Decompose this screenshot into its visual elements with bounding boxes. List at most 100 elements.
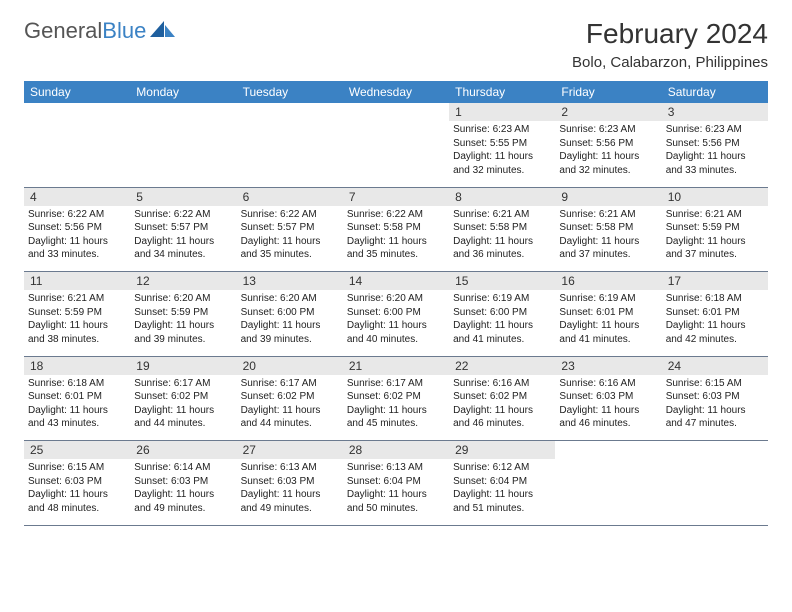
day-body-cell <box>237 121 343 187</box>
day-body-cell: Sunrise: 6:17 AMSunset: 6:02 PMDaylight:… <box>130 375 236 441</box>
day-body-cell <box>130 121 236 187</box>
week-body-row: Sunrise: 6:21 AMSunset: 5:59 PMDaylight:… <box>24 290 768 356</box>
day-body-cell: Sunrise: 6:15 AMSunset: 6:03 PMDaylight:… <box>662 375 768 441</box>
day-body-cell <box>343 121 449 187</box>
day-body-cell <box>662 459 768 525</box>
day-header: Monday <box>130 81 236 103</box>
brand-blue: Blue <box>102 18 146 43</box>
day-details: Sunrise: 6:14 AMSunset: 6:03 PMDaylight:… <box>130 459 236 519</box>
day-number-cell: 1 <box>449 103 555 121</box>
day-details: Sunrise: 6:22 AMSunset: 5:58 PMDaylight:… <box>343 206 449 266</box>
day-details <box>237 121 343 127</box>
day-body-cell: Sunrise: 6:21 AMSunset: 5:59 PMDaylight:… <box>24 290 130 356</box>
day-number: 29 <box>449 441 555 459</box>
day-header: Friday <box>555 81 661 103</box>
day-body-cell: Sunrise: 6:17 AMSunset: 6:02 PMDaylight:… <box>237 375 343 441</box>
day-number: 19 <box>130 357 236 375</box>
day-number-cell <box>662 441 768 460</box>
day-details: Sunrise: 6:22 AMSunset: 5:56 PMDaylight:… <box>24 206 130 266</box>
day-number <box>130 103 236 121</box>
day-number: 22 <box>449 357 555 375</box>
day-details: Sunrise: 6:18 AMSunset: 6:01 PMDaylight:… <box>662 290 768 350</box>
day-number <box>343 103 449 121</box>
day-number: 11 <box>24 272 130 290</box>
day-number-cell: 17 <box>662 272 768 291</box>
day-header-row: Sunday Monday Tuesday Wednesday Thursday… <box>24 81 768 103</box>
day-number-cell: 11 <box>24 272 130 291</box>
day-number-cell: 27 <box>237 441 343 460</box>
day-details: Sunrise: 6:17 AMSunset: 6:02 PMDaylight:… <box>237 375 343 435</box>
day-number-cell: 7 <box>343 187 449 206</box>
week-body-row: Sunrise: 6:23 AMSunset: 5:55 PMDaylight:… <box>24 121 768 187</box>
location-text: Bolo, Calabarzon, Philippines <box>572 54 768 71</box>
week-number-row: 11121314151617 <box>24 272 768 291</box>
day-number-cell: 16 <box>555 272 661 291</box>
day-details: Sunrise: 6:16 AMSunset: 6:02 PMDaylight:… <box>449 375 555 435</box>
week-body-row: Sunrise: 6:15 AMSunset: 6:03 PMDaylight:… <box>24 459 768 525</box>
day-number <box>237 103 343 121</box>
month-title: February 2024 <box>572 18 768 50</box>
day-number: 10 <box>662 188 768 206</box>
day-body-cell: Sunrise: 6:13 AMSunset: 6:04 PMDaylight:… <box>343 459 449 525</box>
day-number: 9 <box>555 188 661 206</box>
day-body-cell: Sunrise: 6:15 AMSunset: 6:03 PMDaylight:… <box>24 459 130 525</box>
day-number: 23 <box>555 357 661 375</box>
day-number-cell: 19 <box>130 356 236 375</box>
day-details: Sunrise: 6:20 AMSunset: 6:00 PMDaylight:… <box>237 290 343 350</box>
day-details: Sunrise: 6:15 AMSunset: 6:03 PMDaylight:… <box>662 375 768 435</box>
day-number: 6 <box>237 188 343 206</box>
day-number: 7 <box>343 188 449 206</box>
week-body-row: Sunrise: 6:18 AMSunset: 6:01 PMDaylight:… <box>24 375 768 441</box>
day-body-cell <box>555 459 661 525</box>
day-number <box>555 441 661 459</box>
calendar-table: Sunday Monday Tuesday Wednesday Thursday… <box>24 81 768 526</box>
week-number-row: 18192021222324 <box>24 356 768 375</box>
day-number-cell: 2 <box>555 103 661 121</box>
day-header: Sunday <box>24 81 130 103</box>
day-number: 5 <box>130 188 236 206</box>
day-number-cell: 3 <box>662 103 768 121</box>
day-number: 14 <box>343 272 449 290</box>
week-number-row: 2526272829 <box>24 441 768 460</box>
day-details: Sunrise: 6:23 AMSunset: 5:56 PMDaylight:… <box>555 121 661 181</box>
calendar-page: GeneralBlue February 2024 Bolo, Calabarz… <box>0 0 792 544</box>
day-header: Tuesday <box>237 81 343 103</box>
day-number: 8 <box>449 188 555 206</box>
day-number-cell: 6 <box>237 187 343 206</box>
day-body-cell: Sunrise: 6:20 AMSunset: 6:00 PMDaylight:… <box>343 290 449 356</box>
day-details <box>130 121 236 127</box>
day-number-cell: 13 <box>237 272 343 291</box>
day-number-cell: 18 <box>24 356 130 375</box>
day-header: Saturday <box>662 81 768 103</box>
day-body-cell: Sunrise: 6:13 AMSunset: 6:03 PMDaylight:… <box>237 459 343 525</box>
day-number-cell: 5 <box>130 187 236 206</box>
day-details <box>24 121 130 127</box>
day-details: Sunrise: 6:21 AMSunset: 5:59 PMDaylight:… <box>662 206 768 266</box>
day-number-cell: 9 <box>555 187 661 206</box>
day-body-cell: Sunrise: 6:21 AMSunset: 5:59 PMDaylight:… <box>662 206 768 272</box>
day-number-cell <box>24 103 130 121</box>
day-details: Sunrise: 6:20 AMSunset: 6:00 PMDaylight:… <box>343 290 449 350</box>
week-body-row: Sunrise: 6:22 AMSunset: 5:56 PMDaylight:… <box>24 206 768 272</box>
week-number-row: 123 <box>24 103 768 121</box>
day-details: Sunrise: 6:12 AMSunset: 6:04 PMDaylight:… <box>449 459 555 519</box>
day-number <box>662 441 768 459</box>
day-details: Sunrise: 6:21 AMSunset: 5:59 PMDaylight:… <box>24 290 130 350</box>
day-number: 15 <box>449 272 555 290</box>
day-body-cell: Sunrise: 6:12 AMSunset: 6:04 PMDaylight:… <box>449 459 555 525</box>
day-number: 3 <box>662 103 768 121</box>
day-number-cell <box>237 103 343 121</box>
day-details: Sunrise: 6:22 AMSunset: 5:57 PMDaylight:… <box>130 206 236 266</box>
day-number: 13 <box>237 272 343 290</box>
day-body-cell: Sunrise: 6:23 AMSunset: 5:56 PMDaylight:… <box>662 121 768 187</box>
day-number: 12 <box>130 272 236 290</box>
day-details: Sunrise: 6:21 AMSunset: 5:58 PMDaylight:… <box>555 206 661 266</box>
day-number: 25 <box>24 441 130 459</box>
day-body-cell: Sunrise: 6:21 AMSunset: 5:58 PMDaylight:… <box>555 206 661 272</box>
day-number-cell: 20 <box>237 356 343 375</box>
day-details <box>662 459 768 465</box>
day-body-cell: Sunrise: 6:20 AMSunset: 6:00 PMDaylight:… <box>237 290 343 356</box>
day-number: 28 <box>343 441 449 459</box>
day-details: Sunrise: 6:15 AMSunset: 6:03 PMDaylight:… <box>24 459 130 519</box>
day-number: 17 <box>662 272 768 290</box>
